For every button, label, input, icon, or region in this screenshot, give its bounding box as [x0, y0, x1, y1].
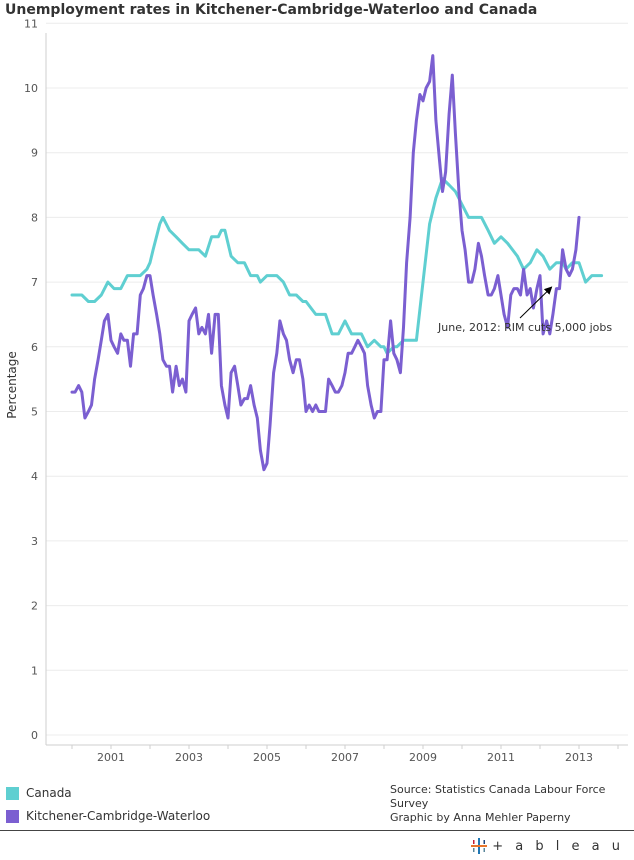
- annotation-arrow: [519, 286, 553, 319]
- y-tick-label: 8: [31, 211, 38, 224]
- x-tick-labels: 2001 2003 2005 2007 2009 2011 2013: [97, 751, 593, 764]
- y-tick-label: 10: [24, 82, 38, 95]
- y-tick-label: 4: [31, 470, 38, 483]
- x-tick-label: 2003: [175, 751, 203, 764]
- series-line-canada: [70, 177, 604, 355]
- x-tick-label: 2011: [487, 751, 515, 764]
- x-tick-label: 2001: [97, 751, 125, 764]
- tableau-logo[interactable]: + a b l e a u: [470, 836, 624, 856]
- source-line: Source: Statistics Canada Labour Force S…: [390, 783, 606, 810]
- footer-divider: [0, 830, 634, 831]
- legend-label-canada: Canada: [26, 786, 72, 800]
- tableau-wordmark: + a b l e a u: [492, 838, 624, 854]
- y-tick-label: 7: [31, 276, 38, 289]
- legend: Canada Kitchener-Cambridge-Waterloo: [6, 783, 210, 829]
- y-tick-label: 1: [31, 664, 38, 677]
- y-tick-label: 2: [31, 600, 38, 613]
- y-tick-label: 9: [31, 147, 38, 160]
- y-tick-label: 0: [31, 729, 38, 742]
- tableau-logo-icon: [471, 838, 488, 854]
- legend-item-canada[interactable]: Canada: [6, 783, 210, 803]
- annotation-layer: June, 2012: RIM cuts 5,000 jobs: [437, 286, 612, 334]
- chart-title: Unemployment rates in Kitchener-Cambridg…: [5, 2, 538, 18]
- x-tick-label: 2013: [565, 751, 593, 764]
- legend-label-kcw: Kitchener-Cambridge-Waterloo: [26, 809, 211, 823]
- grid-lines: [45, 22, 628, 749]
- x-tick-label: 2007: [331, 751, 359, 764]
- series-line-kcw: [70, 54, 581, 472]
- y-tick-labels: 0 1 2 3 4 5 6 7 8 9 10 11: [24, 17, 38, 742]
- legend-swatch-kcw: [6, 809, 19, 823]
- y-tick-label: 3: [31, 535, 38, 548]
- source-note: Source: Statistics Canada Labour Force S…: [390, 783, 630, 825]
- x-tick-label: 2009: [409, 751, 437, 764]
- annotation-text: June, 2012: RIM cuts 5,000 jobs: [437, 321, 612, 334]
- y-tick-label: 5: [31, 406, 38, 419]
- y-tick-label: 11: [24, 17, 38, 30]
- y-tick-label: 6: [31, 341, 38, 354]
- legend-item-kcw[interactable]: Kitchener-Cambridge-Waterloo: [6, 806, 210, 826]
- legend-swatch-canada: [6, 786, 19, 800]
- x-tick-label: 2005: [253, 751, 281, 764]
- credit-line: Graphic by Anna Mehler Paperny: [390, 811, 571, 824]
- y-axis-label: Percentage: [5, 351, 19, 419]
- series-lines: [70, 54, 604, 472]
